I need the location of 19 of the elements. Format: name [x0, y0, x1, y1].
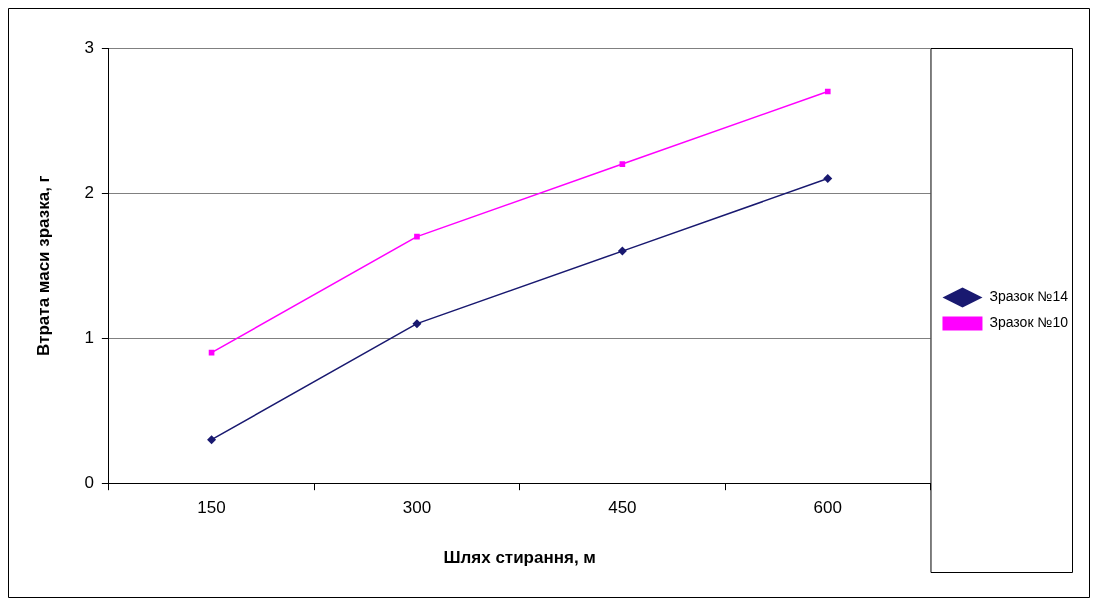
x-tick-label: 150 — [197, 498, 226, 518]
x-tick-label: 450 — [608, 498, 637, 518]
y-tick-label: 2 — [84, 182, 94, 202]
point — [823, 174, 833, 184]
point — [824, 88, 831, 95]
point — [617, 246, 627, 256]
legend-label: Зразок №14 — [989, 288, 1069, 305]
x-tick-label: 600 — [813, 498, 842, 518]
point — [412, 319, 422, 329]
legend-label: Зразок №10 — [989, 314, 1069, 331]
y-tick-label: 3 — [84, 37, 94, 57]
point — [414, 233, 420, 240]
y-axis-title: Втрата маси зразка, г — [33, 175, 53, 356]
y-tick-label: 1 — [84, 327, 94, 347]
y-tick-label: 0 — [84, 472, 94, 492]
point — [619, 161, 626, 167]
x-tick-label: 300 — [402, 498, 432, 518]
x-axis-title: Шлях стирання, м — [443, 548, 596, 568]
point — [207, 435, 217, 445]
